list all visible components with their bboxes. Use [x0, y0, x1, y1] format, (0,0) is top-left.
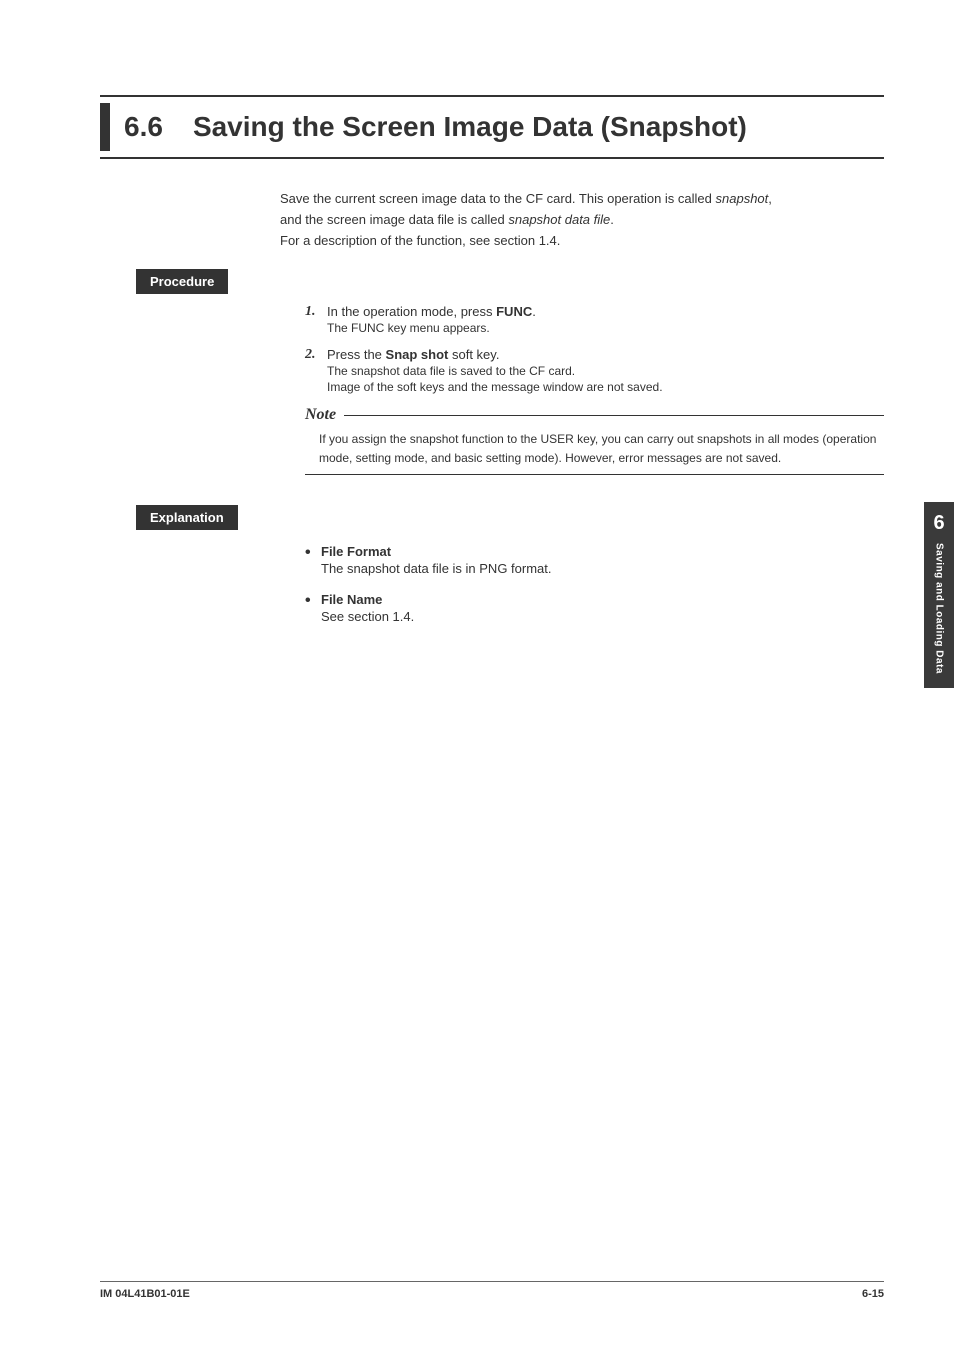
footer-doc-id: IM 04L41B01-01E [100, 1288, 190, 1300]
explanation-block: Explanation • File Format The snapshot d… [100, 505, 884, 624]
step-bold: FUNC [496, 304, 532, 319]
footer-page-number: 6-15 [862, 1288, 884, 1300]
intro-italic: snapshot [716, 191, 769, 206]
step-main: Press the Snap shot soft key. [327, 347, 663, 362]
step-text: . [532, 304, 536, 319]
note-label: Note [305, 406, 336, 424]
chapter-number: 6 [924, 512, 954, 535]
note-block: Note If you assign the snapshot function… [305, 406, 884, 474]
intro-line-1: Save the current screen image data to th… [280, 189, 884, 210]
bullet-body: See section 1.4. [321, 609, 414, 624]
step-2: 2. Press the Snap shot soft key. The sna… [305, 347, 884, 394]
intro-text: . [610, 212, 614, 227]
intro-italic: snapshot data file [508, 212, 610, 227]
intro-text: , [768, 191, 772, 206]
explanation-bullets: • File Format The snapshot data file is … [305, 544, 884, 624]
step-bold: Snap shot [386, 347, 449, 362]
intro-paragraph: Save the current screen image data to th… [280, 189, 884, 251]
step-sub: Image of the soft keys and the message w… [327, 380, 663, 394]
bullet-content: File Name See section 1.4. [321, 592, 414, 624]
step-sub: The FUNC key menu appears. [327, 321, 536, 335]
page-footer: IM 04L41B01-01E 6-15 [100, 1281, 884, 1300]
chapter-title: Saving and Loading Data [934, 543, 945, 674]
procedure-label-row: Procedure [100, 269, 884, 294]
step-sub: The snapshot data file is saved to the C… [327, 364, 663, 378]
step-body: In the operation mode, press FUNC. The F… [327, 304, 536, 335]
bullet-body: The snapshot data file is in PNG format. [321, 561, 552, 576]
procedure-steps: 1. In the operation mode, press FUNC. Th… [305, 304, 884, 394]
bullet-content: File Format The snapshot data file is in… [321, 544, 552, 576]
bullet-title: File Format [321, 544, 552, 559]
intro-line-3: For a description of the function, see s… [280, 231, 884, 252]
bullet-file-name: • File Name See section 1.4. [305, 592, 884, 624]
explanation-label: Explanation [136, 505, 238, 530]
page: 6.6 Saving the Screen Image Data (Snapsh… [0, 0, 954, 1350]
bullet-marker: • [305, 592, 321, 624]
step-body: Press the Snap shot soft key. The snapsh… [327, 347, 663, 394]
step-number: 1. [305, 304, 327, 335]
note-header: Note [305, 406, 884, 424]
step-text: In the operation mode, press [327, 304, 496, 319]
bullet-file-format: • File Format The snapshot data file is … [305, 544, 884, 576]
step-text: soft key. [448, 347, 499, 362]
bullet-marker: • [305, 544, 321, 576]
step-text: Press the [327, 347, 386, 362]
intro-line-2: and the screen image data file is called… [280, 210, 884, 231]
bullet-title: File Name [321, 592, 414, 607]
procedure-label: Procedure [136, 269, 228, 294]
section-title: Saving the Screen Image Data (Snapshot) [193, 111, 747, 143]
note-rule [344, 415, 884, 417]
intro-text: Save the current screen image data to th… [280, 191, 716, 206]
note-text: If you assign the snapshot function to t… [305, 430, 884, 474]
intro-text: and the screen image data file is called [280, 212, 508, 227]
section-title-block: 6.6 Saving the Screen Image Data (Snapsh… [100, 95, 884, 159]
section-number: 6.6 [124, 111, 163, 143]
step-main: In the operation mode, press FUNC. [327, 304, 536, 319]
title-accent-bar [100, 103, 110, 151]
chapter-tab: 6 Saving and Loading Data [924, 502, 954, 688]
step-1: 1. In the operation mode, press FUNC. Th… [305, 304, 884, 335]
step-number: 2. [305, 347, 327, 394]
